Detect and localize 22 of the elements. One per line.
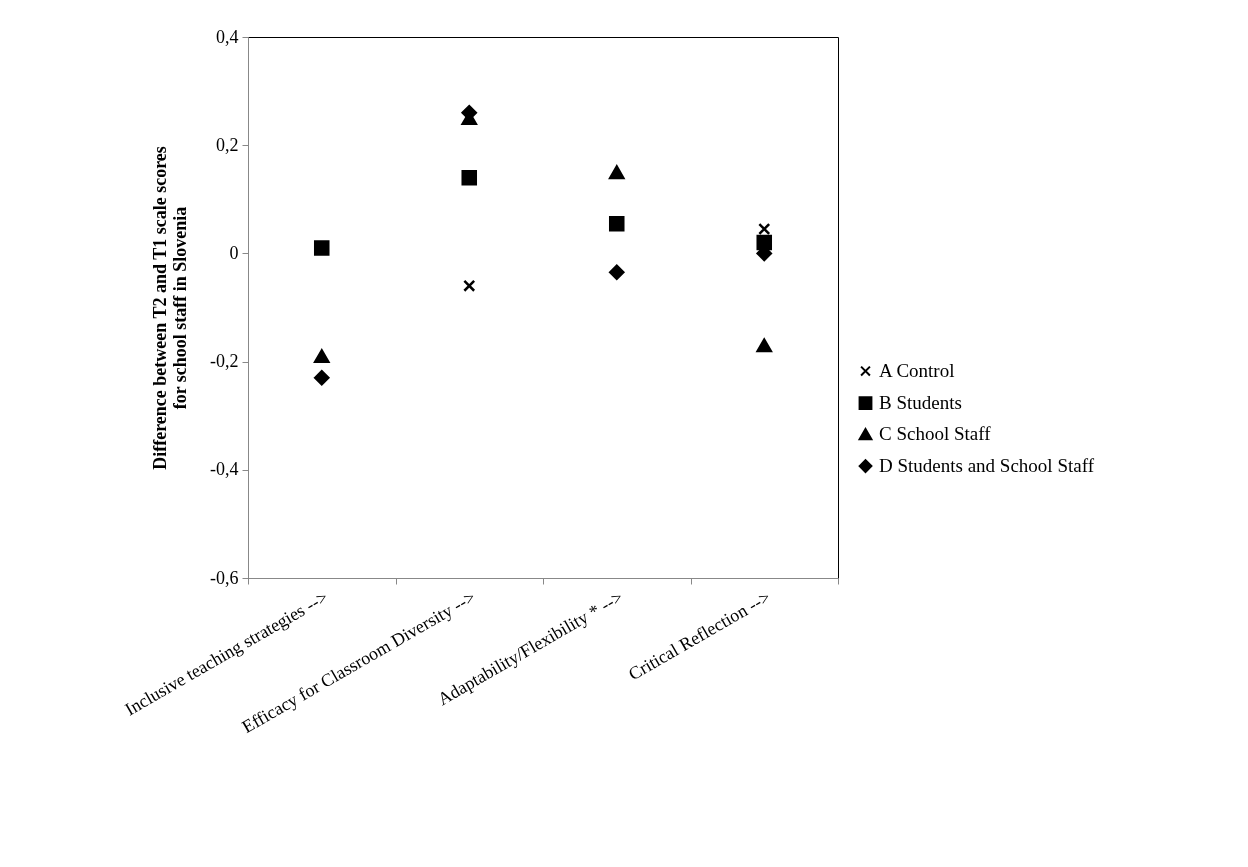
y-tick-label: 0 — [229, 242, 239, 263]
point — [463, 279, 476, 292]
legend-label: D Students and School Staff — [879, 455, 1095, 477]
legend-label: A Control — [879, 360, 955, 382]
point — [758, 222, 771, 236]
point — [608, 215, 625, 232]
point — [313, 240, 330, 256]
y-tick-label: 0,4 — [216, 26, 239, 47]
point — [756, 234, 773, 251]
y-tick-label: -0,2 — [210, 351, 239, 372]
point — [756, 338, 773, 353]
point — [608, 165, 625, 180]
point — [608, 264, 625, 281]
y-tick-label: -0,6 — [210, 567, 239, 588]
legend-label: C School Staff — [879, 423, 992, 445]
y-tick-label: -0,4 — [210, 459, 239, 480]
y-tick-label: 0,2 — [216, 134, 239, 155]
point — [313, 370, 330, 386]
legend-label: B Students — [879, 392, 962, 414]
y-axis-title: Difference between T2 and T1 scale scores for school staff in Slovenia — [150, 146, 191, 470]
point — [313, 349, 330, 364]
point — [461, 169, 478, 186]
